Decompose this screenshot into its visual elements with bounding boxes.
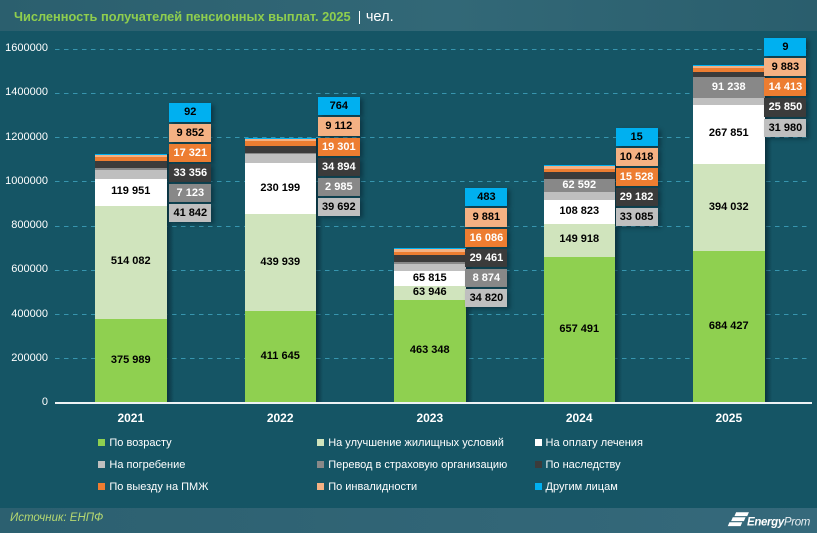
svg-text:EnergyProm: EnergyProm [747, 517, 811, 529]
